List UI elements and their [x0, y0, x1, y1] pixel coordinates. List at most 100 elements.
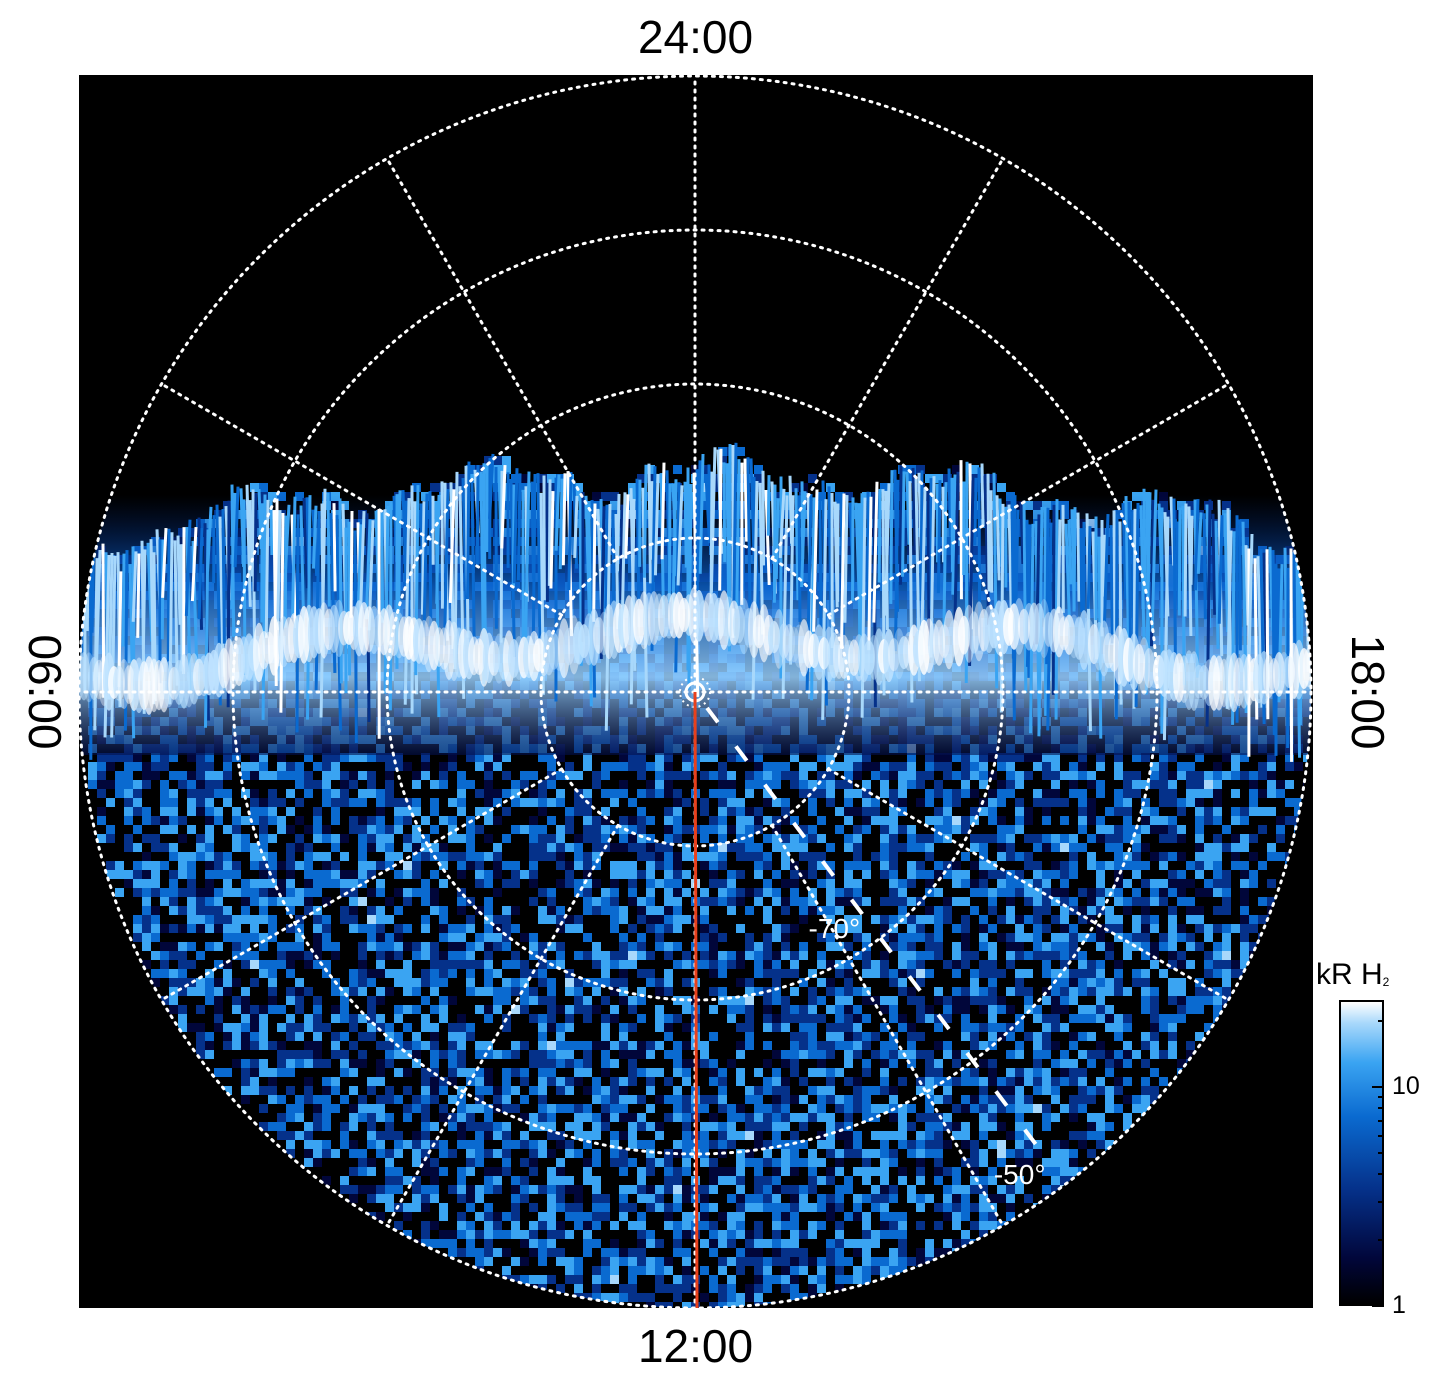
- emission-pixel: [286, 987, 295, 996]
- emission-pixel: [808, 969, 817, 978]
- emission-pixel: [169, 1005, 178, 1014]
- emission-pixel: [241, 960, 250, 969]
- emission-pixel: [1060, 861, 1069, 870]
- emission-pixel: [763, 960, 772, 969]
- emission-pixel: [628, 762, 637, 771]
- emission-pixel: [1267, 879, 1276, 888]
- emission-pixel: [592, 852, 601, 861]
- emission-pixel: [646, 789, 655, 798]
- emission-pixel: [808, 474, 817, 483]
- emission-pixel: [1168, 996, 1177, 1005]
- emission-pixel: [1258, 789, 1267, 798]
- emission-pixel: [1267, 789, 1276, 798]
- emission-pixel: [799, 780, 808, 789]
- emission-pixel: [844, 1014, 853, 1023]
- emission-pixel: [529, 834, 538, 843]
- emission-pixel: [1042, 942, 1051, 951]
- emission-pixel: [484, 987, 493, 996]
- emission-pixel: [592, 825, 601, 834]
- emission-pixel: [322, 897, 331, 906]
- emission-pixel: [349, 924, 358, 933]
- emission-pixel: [844, 924, 853, 933]
- emission-pixel: [889, 843, 898, 852]
- emission-pixel: [466, 825, 475, 834]
- emission-pixel: [520, 978, 529, 987]
- emission-pixel: [898, 933, 907, 942]
- emission-pixel: [169, 852, 178, 861]
- emission-pixel: [826, 897, 835, 906]
- emission-pixel: [484, 978, 493, 987]
- emission-pixel: [187, 942, 196, 951]
- emission-pixel: [772, 762, 781, 771]
- emission-pixel: [1051, 789, 1060, 798]
- emission-pixel: [1114, 897, 1123, 906]
- emission-pixel: [556, 843, 565, 852]
- emission-pixel: [871, 816, 880, 825]
- emission-pixel: [196, 1005, 205, 1014]
- emission-pixel: [790, 753, 799, 762]
- emission-pixel: [1177, 987, 1186, 996]
- emission-pixel: [97, 789, 106, 798]
- emission-pixel: [124, 870, 133, 879]
- emission-pixel: [376, 807, 385, 816]
- emission-pixel: [250, 951, 259, 960]
- emission-pixel: [1150, 780, 1159, 789]
- emission-pixel: [295, 843, 304, 852]
- emission-pixel: [709, 861, 718, 870]
- emission-pixel: [952, 753, 961, 762]
- emission-pixel: [961, 915, 970, 924]
- emission-pixel: [511, 978, 520, 987]
- emission-pixel: [970, 879, 979, 888]
- emission-pixel: [610, 960, 619, 969]
- emission-pixel: [241, 762, 250, 771]
- emission-pixel: [502, 789, 511, 798]
- emission-pixel: [979, 924, 988, 933]
- emission-pixel: [790, 1005, 799, 1014]
- emission-pixel: [745, 780, 754, 789]
- emission-pixel: [943, 996, 952, 1005]
- emission-pixel: [187, 807, 196, 816]
- emission-pixel: [637, 843, 646, 852]
- emission-pixel: [745, 987, 754, 996]
- emission-pixel: [763, 996, 772, 1005]
- emission-pixel: [178, 870, 187, 879]
- emission-pixel: [772, 870, 781, 879]
- emission-pixel: [1060, 924, 1069, 933]
- emission-pixel: [475, 1005, 484, 1014]
- emission-pixel: [1294, 798, 1303, 807]
- emission-pixel: [655, 1005, 664, 1014]
- emission-pixel: [844, 987, 853, 996]
- emission-pixel: [889, 996, 898, 1005]
- emission-pixel: [565, 825, 574, 834]
- emission-pixel: [214, 987, 223, 996]
- emission-pixel: [1042, 843, 1051, 852]
- emission-pixel: [259, 816, 268, 825]
- emission-pixel: [538, 807, 547, 816]
- emission-pixel: [1186, 798, 1195, 807]
- emission-pixel: [196, 771, 205, 780]
- emission-pixel: [142, 906, 151, 915]
- emission-pixel: [439, 969, 448, 978]
- emission-pixel: [916, 834, 925, 843]
- emission-pixel: [1132, 924, 1141, 933]
- emission-pixel: [970, 771, 979, 780]
- emission-pixel: [466, 474, 475, 483]
- emission-pixel: [259, 771, 268, 780]
- emission-pixel: [1204, 951, 1213, 960]
- emission-pixel: [268, 798, 277, 807]
- emission-pixel: [340, 987, 349, 996]
- emission-pixel: [556, 915, 565, 924]
- emission-pixel: [664, 762, 673, 771]
- emission-pixel: [88, 771, 97, 780]
- emission-pixel: [934, 996, 943, 1005]
- emission-pixel: [736, 843, 745, 852]
- emission-pixel: [601, 906, 610, 915]
- emission-pixel: [295, 915, 304, 924]
- emission-pixel: [124, 753, 133, 762]
- emission-pixel: [250, 789, 259, 798]
- emission-pixel: [331, 771, 340, 780]
- polar-plot: -70°-50°: [79, 75, 1313, 1308]
- emission-pixel: [1105, 951, 1114, 960]
- emission-pixel: [583, 1005, 592, 1014]
- emission-pixel: [421, 852, 430, 861]
